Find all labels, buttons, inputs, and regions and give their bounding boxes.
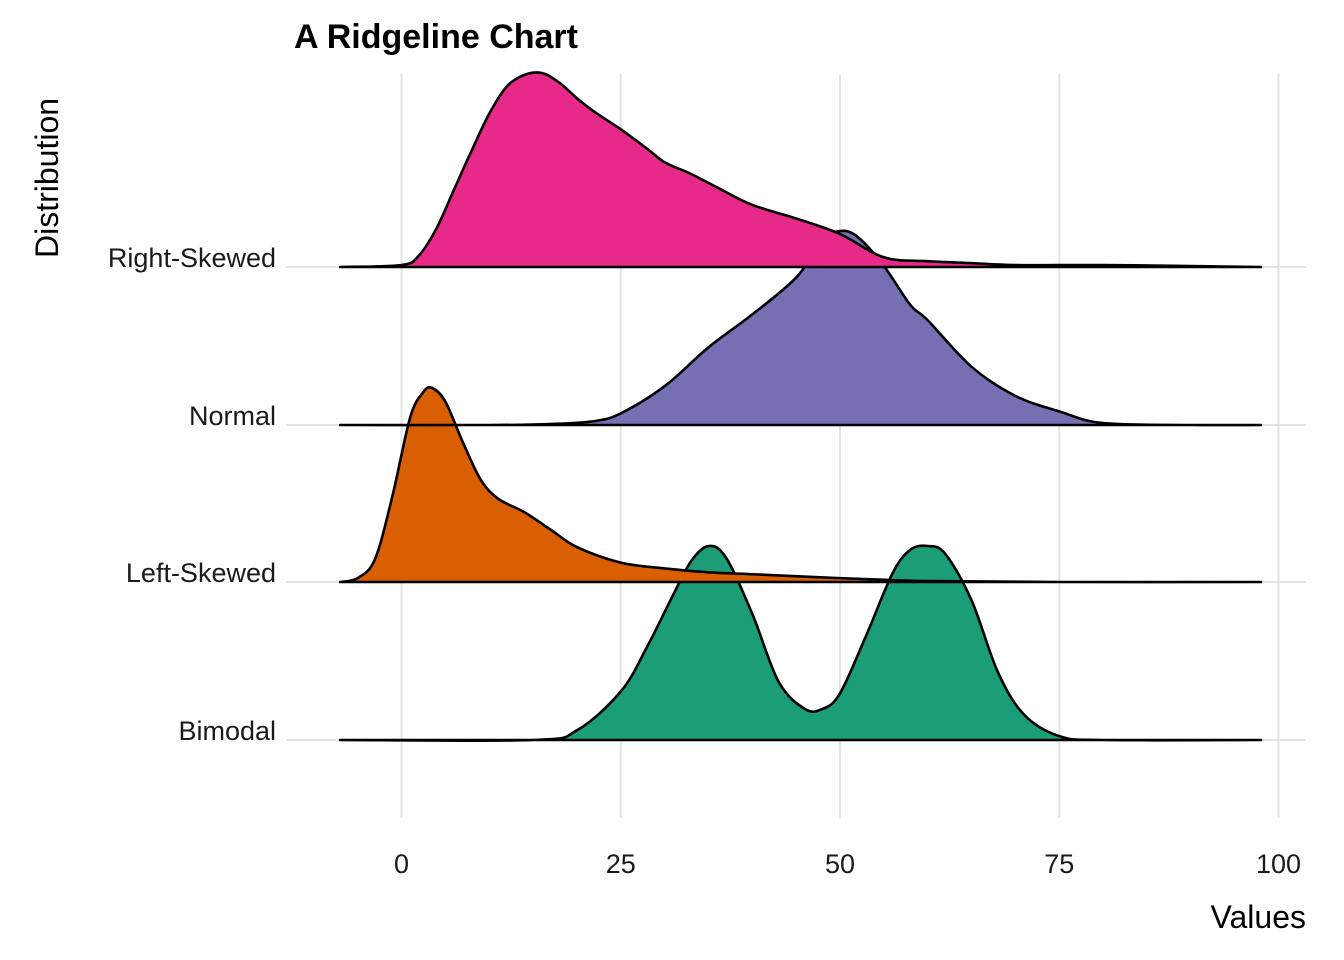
y-axis-tick-labels: Right-Skewed Normal Left-Skewed Bimodal (108, 243, 276, 746)
ridge-right-skewed (338, 71, 1263, 269)
x-tick-label-0: 0 (394, 849, 409, 879)
ridge-left-skewed (338, 385, 1263, 584)
y-axis-title: Distribution (29, 98, 65, 258)
x-tick-label-50: 50 (825, 849, 855, 879)
x-tick-label-25: 25 (606, 849, 636, 879)
ridge-normal (338, 229, 1263, 427)
x-axis-title: Values (1211, 899, 1306, 935)
x-axis-tick-labels: 0 25 50 75 100 (394, 849, 1301, 879)
y-tick-label-normal: Normal (189, 401, 276, 431)
ridge-bimodal (338, 544, 1263, 743)
ridges (338, 71, 1263, 743)
y-tick-label-bimodal: Bimodal (178, 716, 276, 746)
chart-title: A Ridgeline Chart (294, 18, 578, 56)
y-tick-label-right-skewed: Right-Skewed (108, 243, 276, 273)
x-tick-label-75: 75 (1044, 849, 1074, 879)
x-tick-label-100: 100 (1256, 849, 1301, 879)
y-tick-label-left-skewed: Left-Skewed (126, 558, 276, 588)
